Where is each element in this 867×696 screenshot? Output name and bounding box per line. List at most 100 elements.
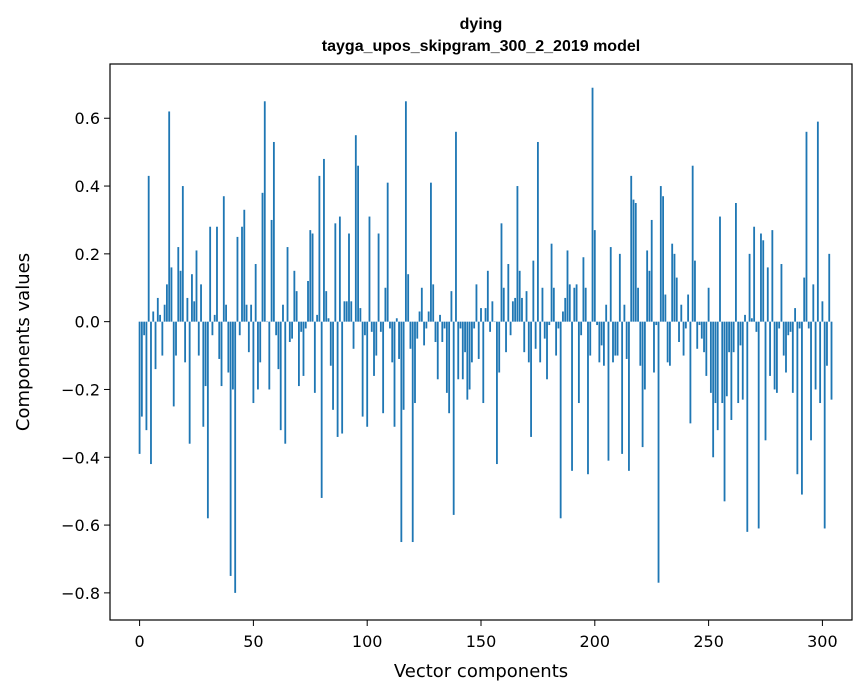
bar-33 (213, 314, 216, 322)
bar-124 (420, 287, 423, 322)
bar-45 (241, 226, 243, 322)
bar-187 (564, 297, 567, 322)
bar-158 (498, 321, 501, 373)
bar-145 (468, 321, 471, 390)
bar-291 (801, 321, 803, 495)
bar-9 (159, 314, 161, 322)
bar-225 (650, 219, 653, 322)
bar-130 (434, 321, 437, 342)
bar-163 (509, 321, 512, 336)
bar-127 (427, 311, 430, 322)
bar-304 (830, 321, 833, 400)
bar-227 (655, 321, 658, 326)
bar-34 (216, 226, 218, 322)
bar-61 (277, 321, 280, 370)
bar-283 (782, 321, 785, 356)
bar-299 (819, 321, 822, 404)
bar-111 (391, 321, 394, 363)
bar-204 (603, 321, 605, 366)
bar-260 (730, 321, 733, 420)
bar-85 (332, 321, 334, 410)
bar-119 (409, 321, 412, 349)
bar-17 (177, 247, 180, 322)
bar-96 (357, 165, 359, 322)
bar-285 (787, 321, 790, 336)
bar-125 (423, 321, 426, 346)
y-tick-label: −0.8 (61, 584, 100, 603)
bar-136 (448, 321, 451, 414)
bar-178 (543, 321, 546, 339)
bar-157 (496, 321, 498, 465)
bar-208 (612, 321, 614, 363)
bar-230 (662, 196, 664, 322)
bar-265 (741, 321, 744, 400)
bar-137 (450, 291, 453, 322)
bar-215 (628, 321, 630, 471)
bar-23 (191, 274, 193, 322)
bar-87 (336, 321, 339, 437)
bar-197 (587, 321, 589, 475)
bar-267 (746, 321, 749, 532)
bar-7 (154, 321, 157, 370)
bar-68 (293, 270, 296, 322)
bar-27 (200, 284, 202, 322)
bar-32 (211, 321, 214, 336)
bar-72 (302, 321, 305, 376)
x-tick-label: 150 (466, 632, 497, 651)
bar-201 (596, 321, 598, 326)
bar-40 (229, 321, 232, 576)
chart-subtitle: tayga_upos_skipgram_300_2_2019 model (322, 38, 640, 55)
bar-19 (181, 186, 184, 322)
bar-172 (530, 321, 532, 437)
bar-77 (313, 321, 316, 393)
bar-71 (300, 321, 303, 332)
bar-86 (334, 223, 337, 322)
bar-131 (436, 321, 439, 380)
x-tick-label: 50 (243, 632, 263, 651)
bar-67 (291, 321, 293, 339)
bar-183 (555, 321, 558, 356)
bar-217 (632, 199, 635, 322)
bar-134 (443, 321, 446, 329)
bar-255 (719, 216, 721, 322)
bar-262 (735, 203, 737, 322)
bar-82 (325, 291, 328, 322)
bar-259 (728, 321, 730, 353)
bar-104 (375, 321, 378, 356)
bar-302 (826, 321, 828, 366)
bar-224 (648, 270, 651, 322)
y-axis: −0.8 −0.6 −0.4 −0.2 0.0 0.2 0.4 0.6 (61, 109, 110, 603)
bar-59 (272, 141, 275, 322)
bar-189 (568, 284, 571, 322)
bar-18 (179, 270, 182, 322)
bar-239 (682, 321, 685, 356)
chart-title: dying (460, 16, 503, 33)
bar-154 (489, 321, 492, 332)
bar-58 (270, 219, 273, 322)
bar-52 (257, 321, 259, 390)
bar-268 (748, 253, 751, 322)
bar-232 (666, 321, 669, 363)
bar-140 (457, 321, 460, 380)
bar-292 (803, 277, 806, 322)
bar-296 (812, 284, 815, 322)
bar-219 (637, 287, 639, 322)
bar-293 (805, 131, 808, 322)
bar-42 (234, 321, 237, 593)
axes-frame (109, 63, 853, 621)
bar-226 (653, 321, 655, 373)
bar-258 (725, 321, 728, 397)
bar-277 (769, 321, 771, 376)
bar-46 (243, 209, 246, 322)
bar-160 (502, 287, 505, 322)
bar-240 (684, 321, 687, 329)
bar-229 (659, 186, 662, 322)
bar-228 (657, 321, 660, 583)
bar-250 (707, 287, 710, 322)
bar-92 (348, 233, 350, 322)
bar-81 (323, 158, 325, 322)
bar-171 (527, 321, 530, 363)
bar-28 (202, 321, 205, 427)
bar-253 (714, 321, 717, 404)
bar-123 (418, 311, 421, 322)
